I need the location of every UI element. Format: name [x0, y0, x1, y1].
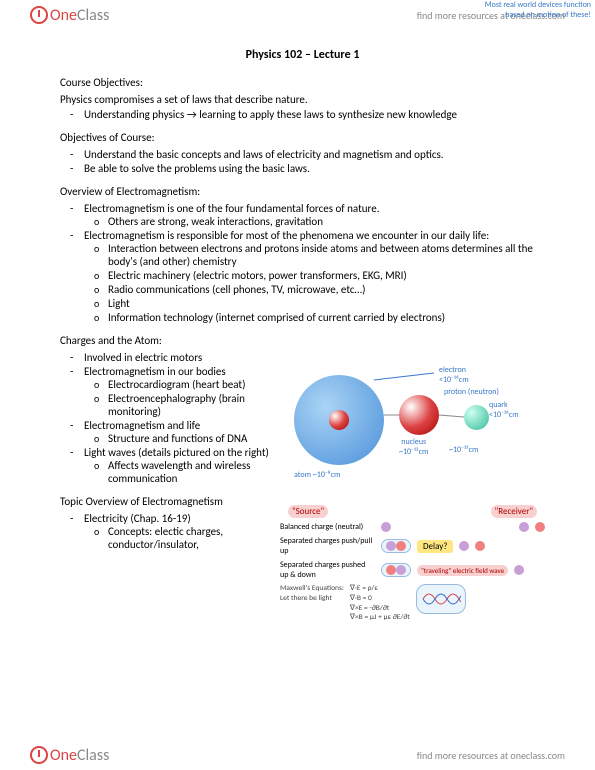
brand-logo-footer: OneClass — [30, 746, 109, 765]
plus-dot-icon — [459, 541, 469, 551]
text: Electromagnetism in our bodies — [84, 365, 226, 378]
nucleus-label: nucleus~10⁻¹²cm — [399, 437, 428, 457]
list-item: Electrocardiogram (heart beat) — [108, 378, 270, 391]
delay-badge: Delay? — [417, 540, 453, 553]
heading-overview-em: Overview of Electromagnetism: — [60, 185, 545, 198]
em-wave-thumbnail — [416, 584, 466, 614]
diagram-caption: Most real world devices function based o… — [481, 0, 591, 20]
text: Electromagnetism is one of the four fund… — [84, 202, 380, 215]
list-item: Radio communications (cell phones, TV, m… — [108, 283, 545, 296]
atom-label: atom ~10⁻⁸cm — [294, 470, 340, 480]
list-item: Electric machinery (electric motors, pow… — [108, 269, 545, 282]
plus-dot-icon — [381, 522, 391, 532]
brand-text: OneClass — [50, 746, 109, 765]
intro-text: Physics compromises a set of laws that d… — [60, 93, 545, 106]
page-footer: OneClass find more resources at oneclass… — [0, 740, 595, 770]
mid-scale-label: ~10⁻¹³cm — [449, 445, 478, 455]
list-item: Light — [108, 297, 545, 310]
row-label: Balanced charge (neutral) — [280, 522, 375, 532]
row-label: Separated charges push/pull up — [280, 536, 375, 556]
list-item: Structure and functions of DNA — [108, 432, 270, 445]
source-label: "Source" — [288, 505, 328, 518]
logo-icon — [30, 746, 48, 764]
electron-label: electron<10⁻¹⁶cm — [439, 365, 469, 385]
list-charges-atom: Involved in electric motors Electromagne… — [60, 351, 270, 485]
minus-dot-icon — [475, 541, 485, 551]
atom-diagram: Most real world devices function based o… — [280, 351, 545, 499]
list-item: Involved in electric motors — [84, 351, 270, 364]
logo-icon — [30, 6, 48, 24]
list-item: Interaction between electrons and proton… — [108, 242, 545, 268]
list-item: Electroencephalography (brain monitoring… — [108, 392, 270, 418]
row-label: Separated charges pushed up & down — [280, 560, 375, 580]
heading-objectives-of-course: Objectives of Course: — [60, 131, 545, 144]
list-objectives: Understand the basic concepts and laws o… — [60, 148, 545, 175]
plus-dot-icon — [519, 522, 529, 532]
maxwell-equations: Maxwell's Equations: Let there be light — [280, 584, 344, 604]
list-item: Be able to solve the problems using the … — [84, 162, 545, 175]
heading-course-objectives: Course Objectives: — [60, 76, 545, 89]
list-item: Others are strong, weak interactions, gr… — [108, 215, 545, 228]
plus-dot-icon — [514, 565, 524, 575]
list-item: Understand the basic concepts and laws o… — [84, 148, 545, 161]
text: Electricity (Chap. 16-19) — [84, 512, 191, 525]
document-body: Physics 102 – Lecture 1 Course Objective… — [0, 30, 595, 637]
list-item: Understanding physics → learning to appl… — [84, 108, 545, 121]
quark-label: quark<10⁻¹⁶cm — [489, 400, 519, 420]
text: Light waves (details pictured on the rig… — [84, 446, 269, 459]
page-title: Physics 102 – Lecture 1 — [60, 48, 545, 62]
list-item: Electricity (Chap. 16-19) Concepts: elec… — [84, 512, 270, 551]
list-item: Electromagnetism is responsible for most… — [84, 229, 545, 324]
brand-text: OneClass — [50, 6, 109, 25]
charge-pair-wave — [381, 563, 411, 577]
waves-diagram: "Source" "Receiver" Balanced charge (neu… — [280, 505, 545, 623]
wave-icon — [421, 586, 461, 612]
list-item: Concepts: electic charges, conductor/ins… — [108, 525, 270, 551]
minus-dot-icon — [535, 522, 545, 532]
list-item: Affects wavelength and wireless communic… — [108, 459, 270, 485]
proton-label: proton (neutron) — [444, 387, 499, 397]
wave-badge: "traveling" electric field wave — [417, 565, 508, 576]
list-course-objectives: Understanding physics → learning to appl… — [60, 108, 545, 121]
text: Electromagnetism is responsible for most… — [84, 229, 489, 242]
list-item: Electromagnetism and life Structure and … — [84, 419, 270, 445]
list-item: Information technology (internet compris… — [108, 311, 545, 324]
list-item: Light waves (details pictured on the rig… — [84, 446, 270, 485]
equations-text: ∇·E = ρ/ε ∇·B = 0 ∇×E = -∂B/∂t ∇×B = μJ … — [350, 584, 410, 623]
heading-charges-atom: Charges and the Atom: — [60, 334, 545, 347]
list-item: Electromagnetism is one of the four fund… — [84, 202, 545, 228]
receiver-label: "Receiver" — [491, 505, 537, 518]
charge-pair — [381, 539, 411, 553]
list-item: Electromagnetism in our bodies Electroca… — [84, 365, 270, 418]
list-overview-em: Electromagnetism is one of the four fund… — [60, 202, 545, 324]
text: Electromagnetism and life — [84, 419, 200, 432]
footer-tagline[interactable]: find more resources at oneclass.com — [417, 749, 565, 762]
list-topic-overview: Electricity (Chap. 16-19) Concepts: elec… — [60, 512, 270, 551]
heading-topic-overview: Topic Overview of Electromagnetism — [60, 495, 270, 508]
brand-logo: OneClass — [30, 6, 109, 25]
